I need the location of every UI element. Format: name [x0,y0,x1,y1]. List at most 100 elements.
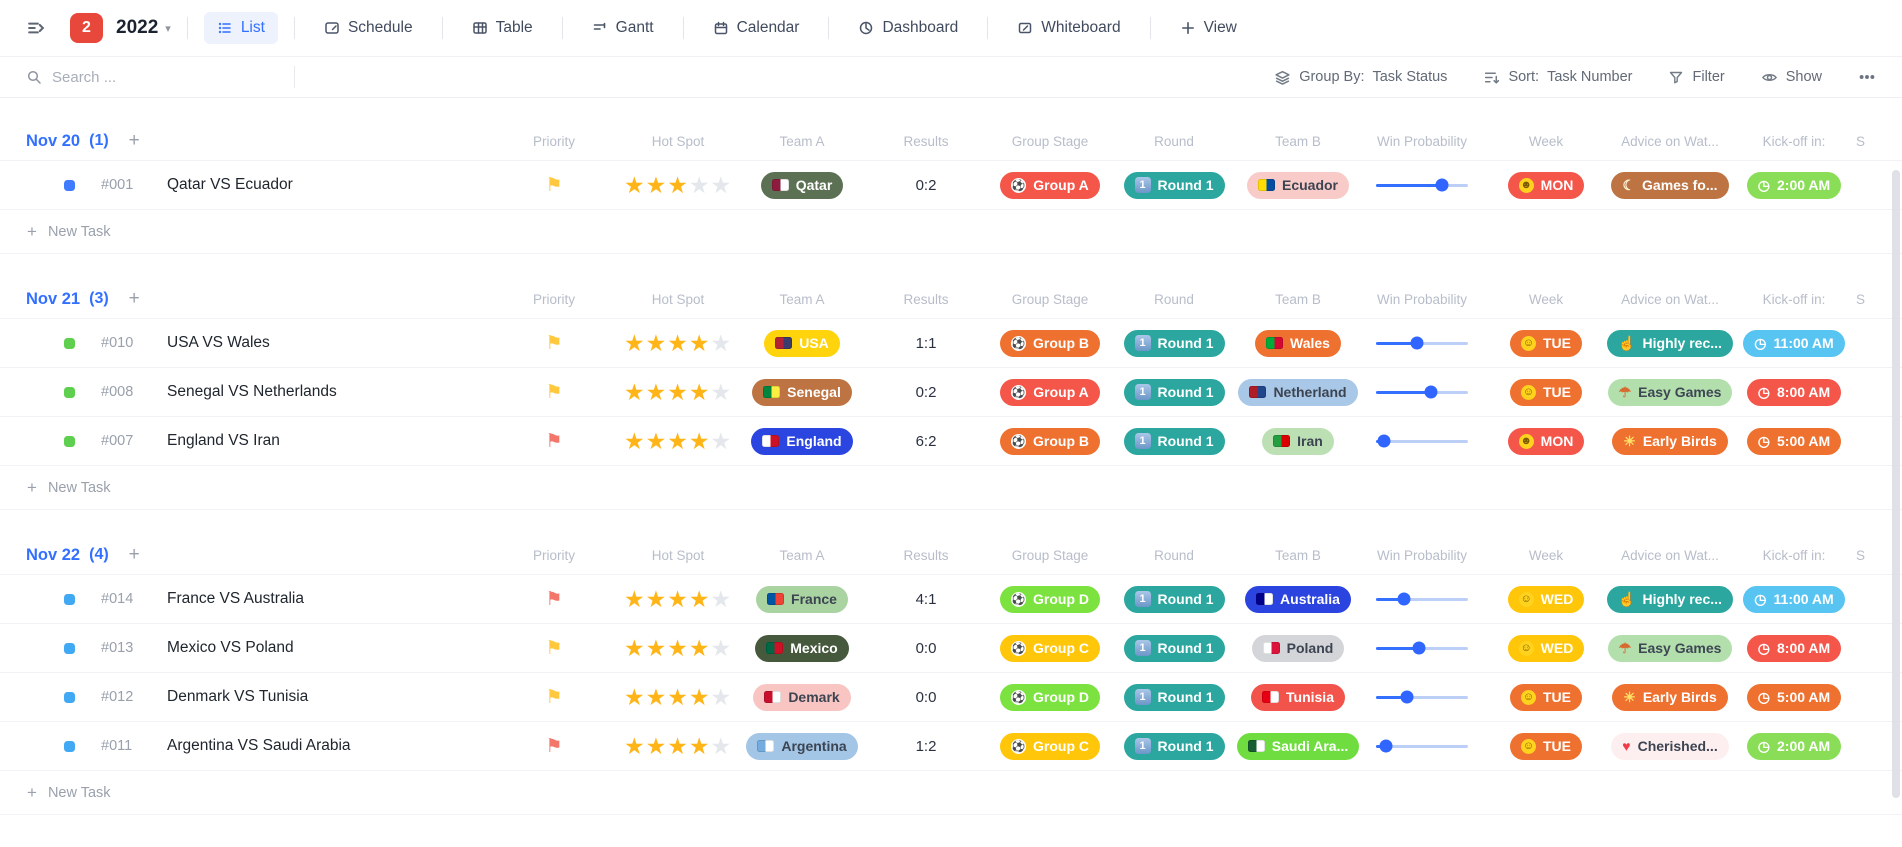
star-icon[interactable]: ★ [710,732,733,759]
task-title[interactable]: Mexico VS Poland [167,639,294,656]
star-icon[interactable]: ★ [645,732,668,759]
filter-control[interactable]: Filter [1668,69,1725,85]
search-box[interactable] [26,68,294,86]
results-cell[interactable]: 1:2 [864,738,988,755]
hot-spot-rating[interactable]: ★★★★★ [616,171,740,198]
group-stage-pill[interactable]: ⚽ Group B [1000,427,1100,455]
new-task-button[interactable]: + New Task [0,771,1902,815]
slider-thumb[interactable] [1400,690,1414,704]
win-probability-slider[interactable] [1376,739,1468,753]
star-icon[interactable]: ★ [667,585,689,612]
star-icon[interactable]: ★ [688,585,711,612]
tab-table[interactable]: Table [459,12,546,44]
round-pill[interactable]: 1 Round 1 [1123,329,1225,357]
tab-schedule[interactable]: Schedule [311,12,426,44]
star-icon[interactable]: ★ [667,378,689,405]
priority-cell[interactable]: ⚑ [492,590,616,609]
task-status-icon[interactable] [64,179,75,191]
task-status-icon[interactable] [64,386,75,398]
star-icon[interactable]: ★ [710,329,733,356]
week-pill[interactable]: ☺ TUE [1510,378,1582,406]
star-icon[interactable]: ★ [667,427,689,454]
team-b-pill[interactable]: Netherland [1238,378,1358,406]
star-icon[interactable]: ★ [623,683,646,710]
win-probability-slider[interactable] [1376,434,1468,448]
red-flag-icon[interactable]: ⚑ [545,735,563,757]
hot-spot-rating[interactable]: ★★★★★ [616,683,740,710]
week-pill[interactable]: ☺ TUE [1510,732,1582,760]
round-pill[interactable]: 1 Round 1 [1123,427,1225,455]
star-icon[interactable]: ★ [645,634,668,661]
team-b-pill[interactable]: Poland [1251,634,1345,662]
group-stage-pill[interactable]: ⚽ Group D [1000,683,1100,711]
star-icon[interactable]: ★ [688,427,711,454]
task-status-icon[interactable] [64,337,75,349]
priority-cell[interactable]: ⚑ [492,639,616,658]
advice-pill[interactable]: ☾ Games fo... [1611,171,1729,199]
hot-spot-rating[interactable]: ★★★★★ [616,427,740,454]
slider-thumb[interactable] [1379,739,1393,753]
week-pill[interactable]: ☺ TUE [1510,683,1582,711]
tab-gantt[interactable]: Gantt [579,12,667,44]
yellow-flag-icon[interactable]: ⚑ [545,381,563,403]
team-b-pill[interactable]: Australia [1245,585,1351,613]
task-status-icon[interactable] [64,740,75,752]
vertical-scrollbar[interactable] [1892,170,1900,798]
star-icon[interactable]: ★ [710,378,733,405]
base-title[interactable]: 2022 [116,17,159,38]
results-cell[interactable]: 6:2 [864,433,988,450]
red-flag-icon[interactable]: ⚑ [545,430,563,452]
star-icon[interactable]: ★ [645,171,668,198]
task-title[interactable]: Argentina VS Saudi Arabia [167,737,351,754]
team-b-pill[interactable]: Wales [1255,329,1341,357]
group-by-control[interactable]: Group By: Task Status [1274,69,1447,86]
team-a-pill[interactable]: USA [764,329,840,357]
results-cell[interactable]: 0:0 [864,689,988,706]
win-probability-slider[interactable] [1376,690,1468,704]
advice-pill[interactable]: ☀ Early Birds [1612,427,1728,455]
advice-pill[interactable]: ☀ Early Birds [1612,683,1728,711]
task-title[interactable]: Denmark VS Tunisia [167,688,309,705]
team-b-pill[interactable]: Saudi Ara... [1236,732,1360,760]
advice-pill[interactable]: ♥ Cherished... [1611,732,1729,760]
star-icon[interactable]: ★ [688,683,711,710]
advice-pill[interactable]: ☝ Highly rec... [1607,329,1733,357]
slider-thumb[interactable] [1412,641,1426,655]
win-probability-slider[interactable] [1376,178,1468,192]
add-view-button[interactable]: View [1167,12,1250,44]
hot-spot-rating[interactable]: ★★★★★ [616,634,740,661]
star-icon[interactable]: ★ [688,732,711,759]
star-icon[interactable]: ★ [623,732,646,759]
team-b-pill[interactable]: Tunisia [1251,683,1345,711]
star-icon[interactable]: ★ [645,683,668,710]
task-main-cell[interactable]: #012 Denmark VS Tunisia [0,688,492,706]
week-pill[interactable]: ☻ MON [1507,427,1585,455]
star-icon[interactable]: ★ [710,683,733,710]
task-title[interactable]: France VS Australia [167,590,304,607]
round-pill[interactable]: 1 Round 1 [1123,634,1225,662]
show-control[interactable]: Show [1761,69,1822,86]
search-input[interactable] [52,68,262,86]
task-main-cell[interactable]: #008 Senegal VS Netherlands [0,383,492,401]
red-flag-icon[interactable]: ⚑ [545,588,563,610]
star-icon[interactable]: ★ [667,732,689,759]
star-icon[interactable]: ★ [688,634,711,661]
round-pill[interactable]: 1 Round 1 [1123,378,1225,406]
week-pill[interactable]: ☺ WED [1507,585,1585,613]
team-a-pill[interactable]: England [751,427,853,455]
group-stage-pill[interactable]: ⚽ Group C [1000,732,1100,760]
results-cell[interactable]: 4:1 [864,591,988,608]
group-add-task-button[interactable]: + [128,130,140,151]
tab-whiteboard[interactable]: Whiteboard [1004,12,1133,44]
group-add-task-button[interactable]: + [128,544,140,565]
group-title[interactable]: Nov 22 [26,545,81,564]
week-pill[interactable]: ☻ MON [1507,171,1585,199]
tab-calendar[interactable]: Calendar [700,12,813,44]
star-icon[interactable]: ★ [667,683,689,710]
round-pill[interactable]: 1 Round 1 [1123,171,1225,199]
win-probability-slider[interactable] [1376,592,1468,606]
star-icon[interactable]: ★ [667,171,689,198]
week-pill[interactable]: ☺ WED [1507,634,1585,662]
group-title[interactable]: Nov 20 [26,131,81,150]
star-icon[interactable]: ★ [688,378,711,405]
